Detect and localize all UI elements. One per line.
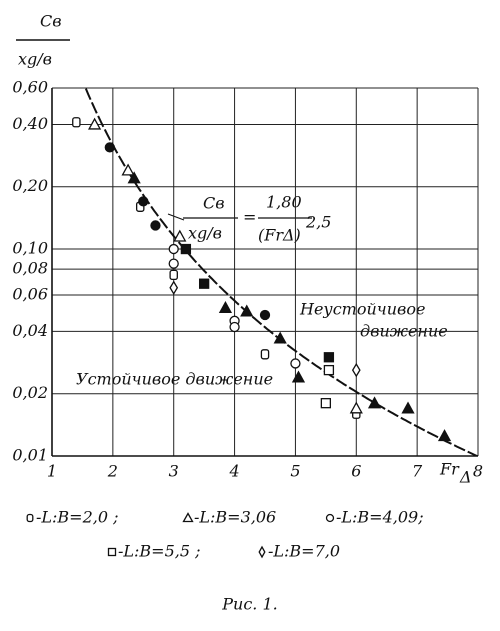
- legend-marker: [258, 545, 266, 559]
- legend-label: -L:B=7,0: [268, 542, 340, 561]
- point: [323, 352, 335, 363]
- point: [168, 243, 179, 255]
- point: [180, 243, 192, 255]
- y-tick-label: 0,04: [12, 321, 48, 340]
- annotation: Неустойчивое: [299, 300, 425, 319]
- point: [169, 269, 178, 281]
- point: [169, 280, 179, 296]
- point: [291, 370, 306, 383]
- x-tick-label: 4: [228, 462, 239, 481]
- point: [260, 349, 270, 360]
- x-title: Fr: [439, 460, 460, 479]
- x-tick-label: 1: [47, 462, 57, 481]
- point: [218, 300, 233, 313]
- x-tick-label: 7: [412, 462, 423, 481]
- point: [72, 117, 81, 128]
- legend-marker: [107, 547, 117, 557]
- point: [349, 401, 363, 414]
- annotation: Устойчивое движение: [76, 370, 273, 389]
- legend-marker: [26, 513, 34, 523]
- formula-coefficient: 1,80: [266, 193, 302, 212]
- y-tick-label: 0,60: [12, 78, 48, 97]
- y-tick-label: 0,02: [12, 383, 48, 402]
- x-tick-label: 3: [169, 462, 179, 481]
- point: [351, 362, 361, 378]
- formula-lhs-denominator: xg/в: [188, 224, 222, 243]
- point: [259, 309, 271, 321]
- point: [437, 429, 452, 442]
- y-tick-label: 0,08: [12, 259, 48, 278]
- legend-label: -L:B=5,5 ;: [118, 542, 201, 561]
- fit-curve: [84, 88, 478, 456]
- point: [273, 331, 287, 344]
- point: [401, 401, 415, 414]
- y-tick-label: 0,40: [12, 114, 48, 133]
- formula-lhs-numerator: Cв: [203, 194, 225, 213]
- y-title-denominator: xg/в: [18, 50, 52, 69]
- point: [104, 142, 115, 153]
- formula-rhs-denominator: (FrΔ): [258, 226, 301, 245]
- x-tick-label: 2: [107, 462, 118, 481]
- y-title-numerator: Cв: [40, 12, 62, 31]
- point: [323, 364, 335, 376]
- y-tick-label: 0,06: [12, 284, 48, 303]
- point: [127, 171, 141, 184]
- x-tick-label: 6: [351, 462, 361, 481]
- point: [138, 196, 149, 207]
- caption: Рис. 1.: [221, 595, 277, 614]
- x-tick-label: 5: [290, 462, 300, 481]
- point: [150, 220, 161, 231]
- point: [320, 398, 332, 409]
- y-tick-label: 0,10: [12, 239, 48, 258]
- point: [198, 278, 210, 289]
- legend-label: -L:B=4,09;: [336, 508, 424, 527]
- point: [173, 229, 187, 242]
- point: [121, 163, 135, 176]
- y-tick-label: 0,20: [12, 176, 48, 195]
- legend-marker: [182, 512, 194, 523]
- x-tick-label: 8: [473, 462, 483, 481]
- point: [168, 258, 179, 269]
- point: [290, 358, 301, 369]
- point: [367, 396, 382, 409]
- point: [240, 304, 254, 317]
- formula-exponent: 2,5: [305, 213, 331, 232]
- y-tick-label: 0,01: [12, 446, 48, 465]
- x-title-sub: Δ: [459, 468, 472, 487]
- legend-marker: [325, 513, 335, 523]
- legend-label: -L:B=2,0 ;: [36, 508, 119, 527]
- point: [229, 321, 240, 333]
- formula-equals: =: [243, 208, 256, 227]
- legend-label: -L:B=3,06: [194, 508, 276, 527]
- formula-leader: [167, 213, 185, 221]
- point: [88, 117, 102, 130]
